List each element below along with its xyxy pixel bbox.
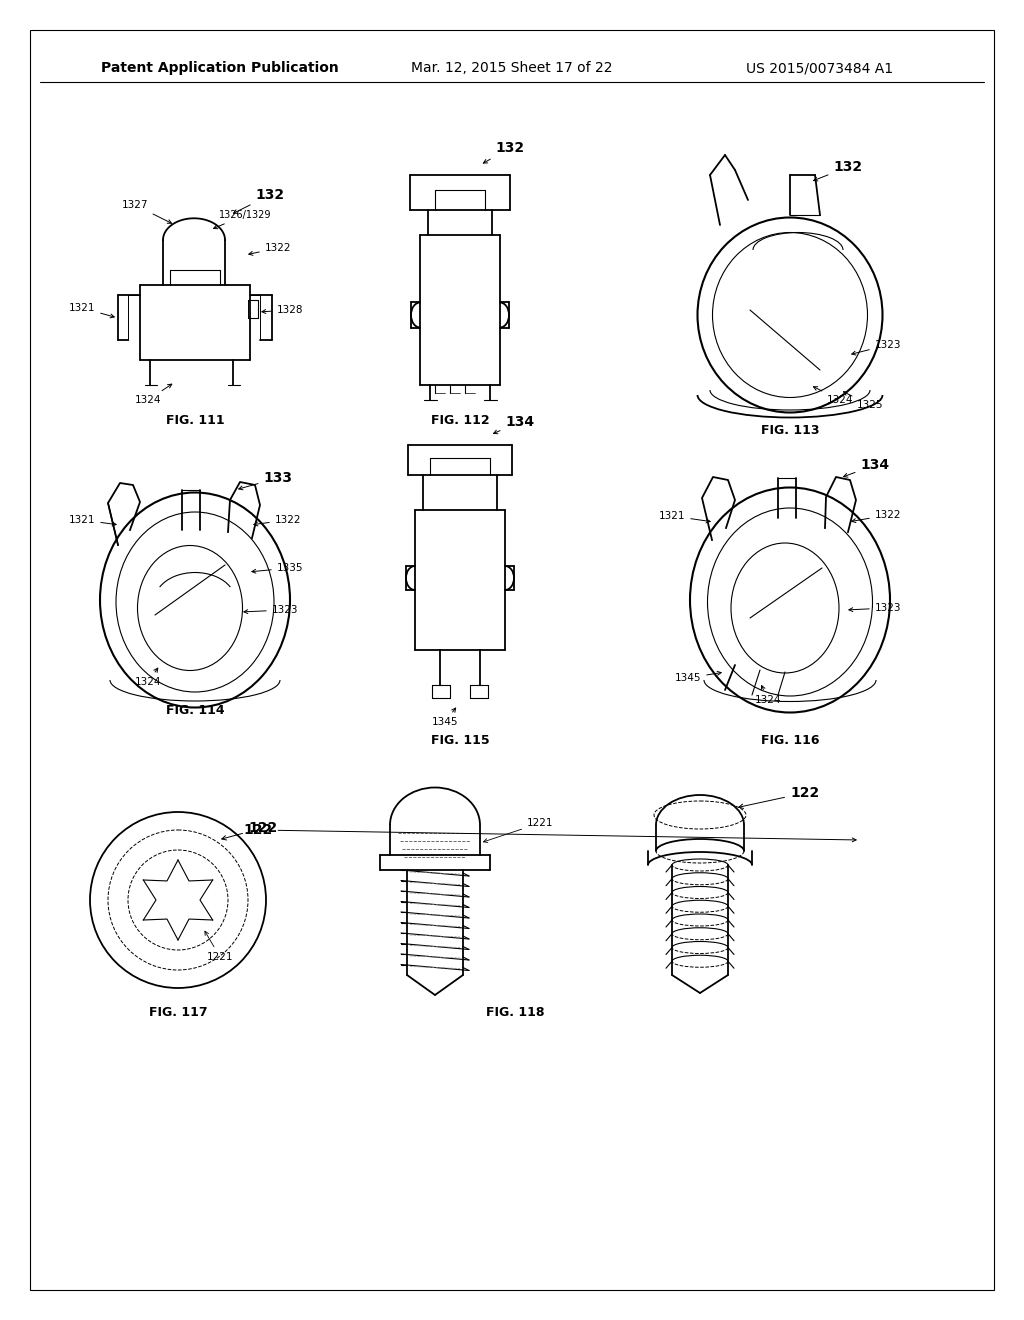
Text: Patent Application Publication: Patent Application Publication [101,61,339,75]
Text: 1322: 1322 [852,510,901,523]
Text: 1322: 1322 [254,515,301,525]
Text: 132: 132 [233,187,285,214]
Text: FIG. 111: FIG. 111 [166,413,224,426]
Text: 1328: 1328 [262,305,303,315]
Text: 133: 133 [239,471,293,490]
Text: 1221: 1221 [205,931,233,962]
Text: 1324: 1324 [135,668,161,686]
Text: 1345: 1345 [675,672,721,682]
Text: FIG. 116: FIG. 116 [761,734,819,747]
Text: FIG. 112: FIG. 112 [431,413,489,426]
Text: 1323: 1323 [244,605,298,615]
Text: 1324: 1324 [135,384,172,405]
Text: 1335: 1335 [252,564,303,573]
Text: 1345: 1345 [432,708,459,727]
Text: FIG. 114: FIG. 114 [166,704,224,717]
Text: 132: 132 [483,141,524,164]
Text: 1323: 1323 [852,341,901,355]
Text: 1327: 1327 [122,201,172,223]
Text: 122: 122 [222,821,278,840]
Text: 1322: 1322 [249,243,291,255]
Text: Mar. 12, 2015 Sheet 17 of 22: Mar. 12, 2015 Sheet 17 of 22 [412,61,612,75]
Text: 1323: 1323 [849,603,901,612]
Text: 1324: 1324 [813,387,853,405]
Text: 1326/1329: 1326/1329 [214,210,271,228]
Text: 122: 122 [738,785,819,808]
Text: FIG. 115: FIG. 115 [431,734,489,747]
Text: FIG. 113: FIG. 113 [761,424,819,437]
Text: 1325: 1325 [844,392,884,411]
Text: 1221: 1221 [483,818,554,842]
Text: 1321: 1321 [658,511,711,523]
Text: 134: 134 [494,414,535,434]
Text: 1324: 1324 [755,685,781,705]
Text: 132: 132 [814,160,862,181]
Text: 1321: 1321 [69,515,116,525]
Text: FIG. 118: FIG. 118 [485,1006,544,1019]
Text: 1321: 1321 [69,304,115,318]
Text: 122: 122 [244,822,856,842]
Text: FIG. 117: FIG. 117 [148,1006,207,1019]
Text: US 2015/0073484 A1: US 2015/0073484 A1 [746,61,894,75]
Text: 134: 134 [844,458,890,477]
